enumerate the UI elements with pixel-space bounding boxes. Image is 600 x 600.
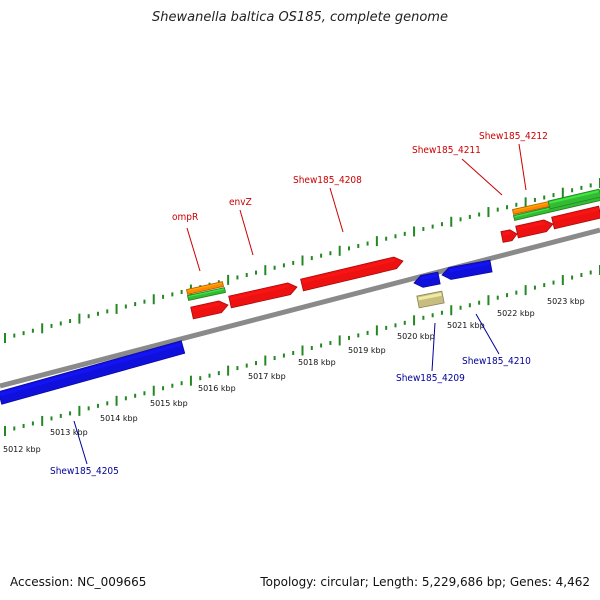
- scale-tick-label: 5017 kbp: [248, 372, 286, 381]
- gene-shew185-4209-highlight: [420, 273, 438, 280]
- scale-tick-label: 5012 kbp: [3, 445, 41, 454]
- scale-tick-label: 5021 kbp: [447, 321, 485, 330]
- gene-label: Shew185_4205: [50, 466, 119, 477]
- gene-label: Shew185_4210: [462, 356, 531, 367]
- label-leader-line: [518, 143, 527, 191]
- gene-label: Shew185_4212: [479, 131, 548, 142]
- map-title: Shewanella baltica OS185, complete genom…: [152, 10, 448, 25]
- gene-label: ompR: [172, 212, 198, 223]
- gene-shew185-4208-highlight: [301, 258, 395, 284]
- feature-tan-highlight: [418, 292, 442, 301]
- scale-tick-label: 5020 kbp: [397, 332, 435, 341]
- scale-tick-label: 5019 kbp: [348, 346, 386, 355]
- gene-right-forward-highlight: [552, 207, 599, 222]
- scale-tick-label: 5016 kbp: [198, 384, 236, 393]
- feature-orange-right-highlight: [513, 202, 548, 212]
- scale-tick-label: 5022 kbp: [497, 309, 535, 318]
- gene-shew185-4210-highlight: [449, 261, 490, 273]
- feature-green-right-2-highlight: [549, 190, 599, 204]
- genome-summary: Topology: circular; Length: 5,229,686 bp…: [260, 575, 590, 589]
- gene-label: Shew185_4211: [412, 145, 481, 156]
- scale-tick-label: 5015 kbp: [150, 399, 188, 408]
- label-leader-line: [461, 158, 503, 196]
- label-leader-line: [329, 187, 344, 233]
- scale-tick-label: 5023 kbp: [547, 297, 585, 306]
- gene-label: Shew185_4208: [293, 175, 362, 186]
- gene-label: envZ: [229, 197, 252, 208]
- gene-shew185-4205-highlight: [0, 342, 182, 397]
- gene-shew185-4211-highlight: [502, 231, 511, 236]
- accession-label: Accession: NC_009665: [10, 575, 147, 589]
- scale-tick-label: 5013 kbp: [50, 428, 88, 437]
- label-leader-line: [239, 209, 254, 256]
- feature-green-ompR-highlight: [188, 288, 224, 298]
- scale-tick-label: 5014 kbp: [100, 414, 138, 423]
- gene-shew185-4212-highlight: [516, 221, 545, 231]
- feature-orange-ompR-highlight: [187, 282, 222, 292]
- scale-tick-label: 5018 kbp: [298, 358, 336, 367]
- gene-ompR-highlight: [191, 302, 220, 312]
- label-leader-line: [186, 227, 201, 272]
- label-leader-line: [475, 313, 500, 355]
- label-leader-line: [73, 420, 88, 465]
- genome-backbone: [0, 227, 600, 389]
- label-leader-line: [431, 322, 436, 372]
- gene-envZ-highlight: [229, 284, 289, 301]
- gene-label: Shew185_4209: [396, 373, 465, 384]
